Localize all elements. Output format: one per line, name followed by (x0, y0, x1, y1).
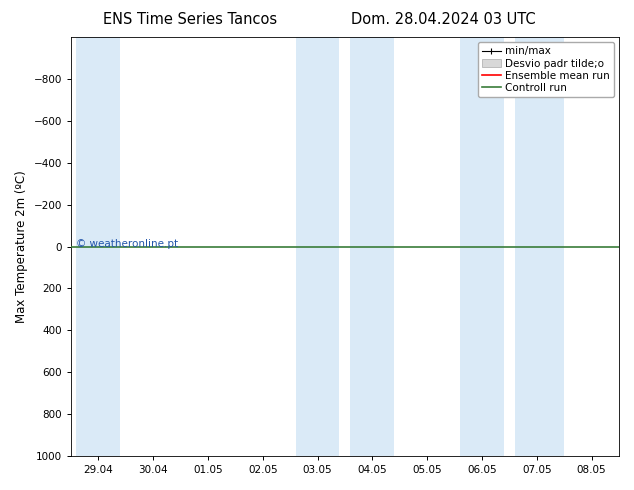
Bar (295, 37, 339, 456)
Bar (460, 37, 504, 456)
Text: ENS Time Series Tancos: ENS Time Series Tancos (103, 12, 277, 27)
Bar (515, 37, 564, 456)
Legend: min/max, Desvio padr tilde;o, Ensemble mean run, Controll run: min/max, Desvio padr tilde;o, Ensemble m… (478, 42, 614, 97)
Bar (77, 37, 120, 456)
Text: © weatheronline.pt: © weatheronline.pt (77, 240, 179, 249)
Text: Dom. 28.04.2024 03 UTC: Dom. 28.04.2024 03 UTC (351, 12, 536, 27)
Bar (351, 37, 394, 456)
Y-axis label: Max Temperature 2m (ºC): Max Temperature 2m (ºC) (15, 170, 28, 323)
